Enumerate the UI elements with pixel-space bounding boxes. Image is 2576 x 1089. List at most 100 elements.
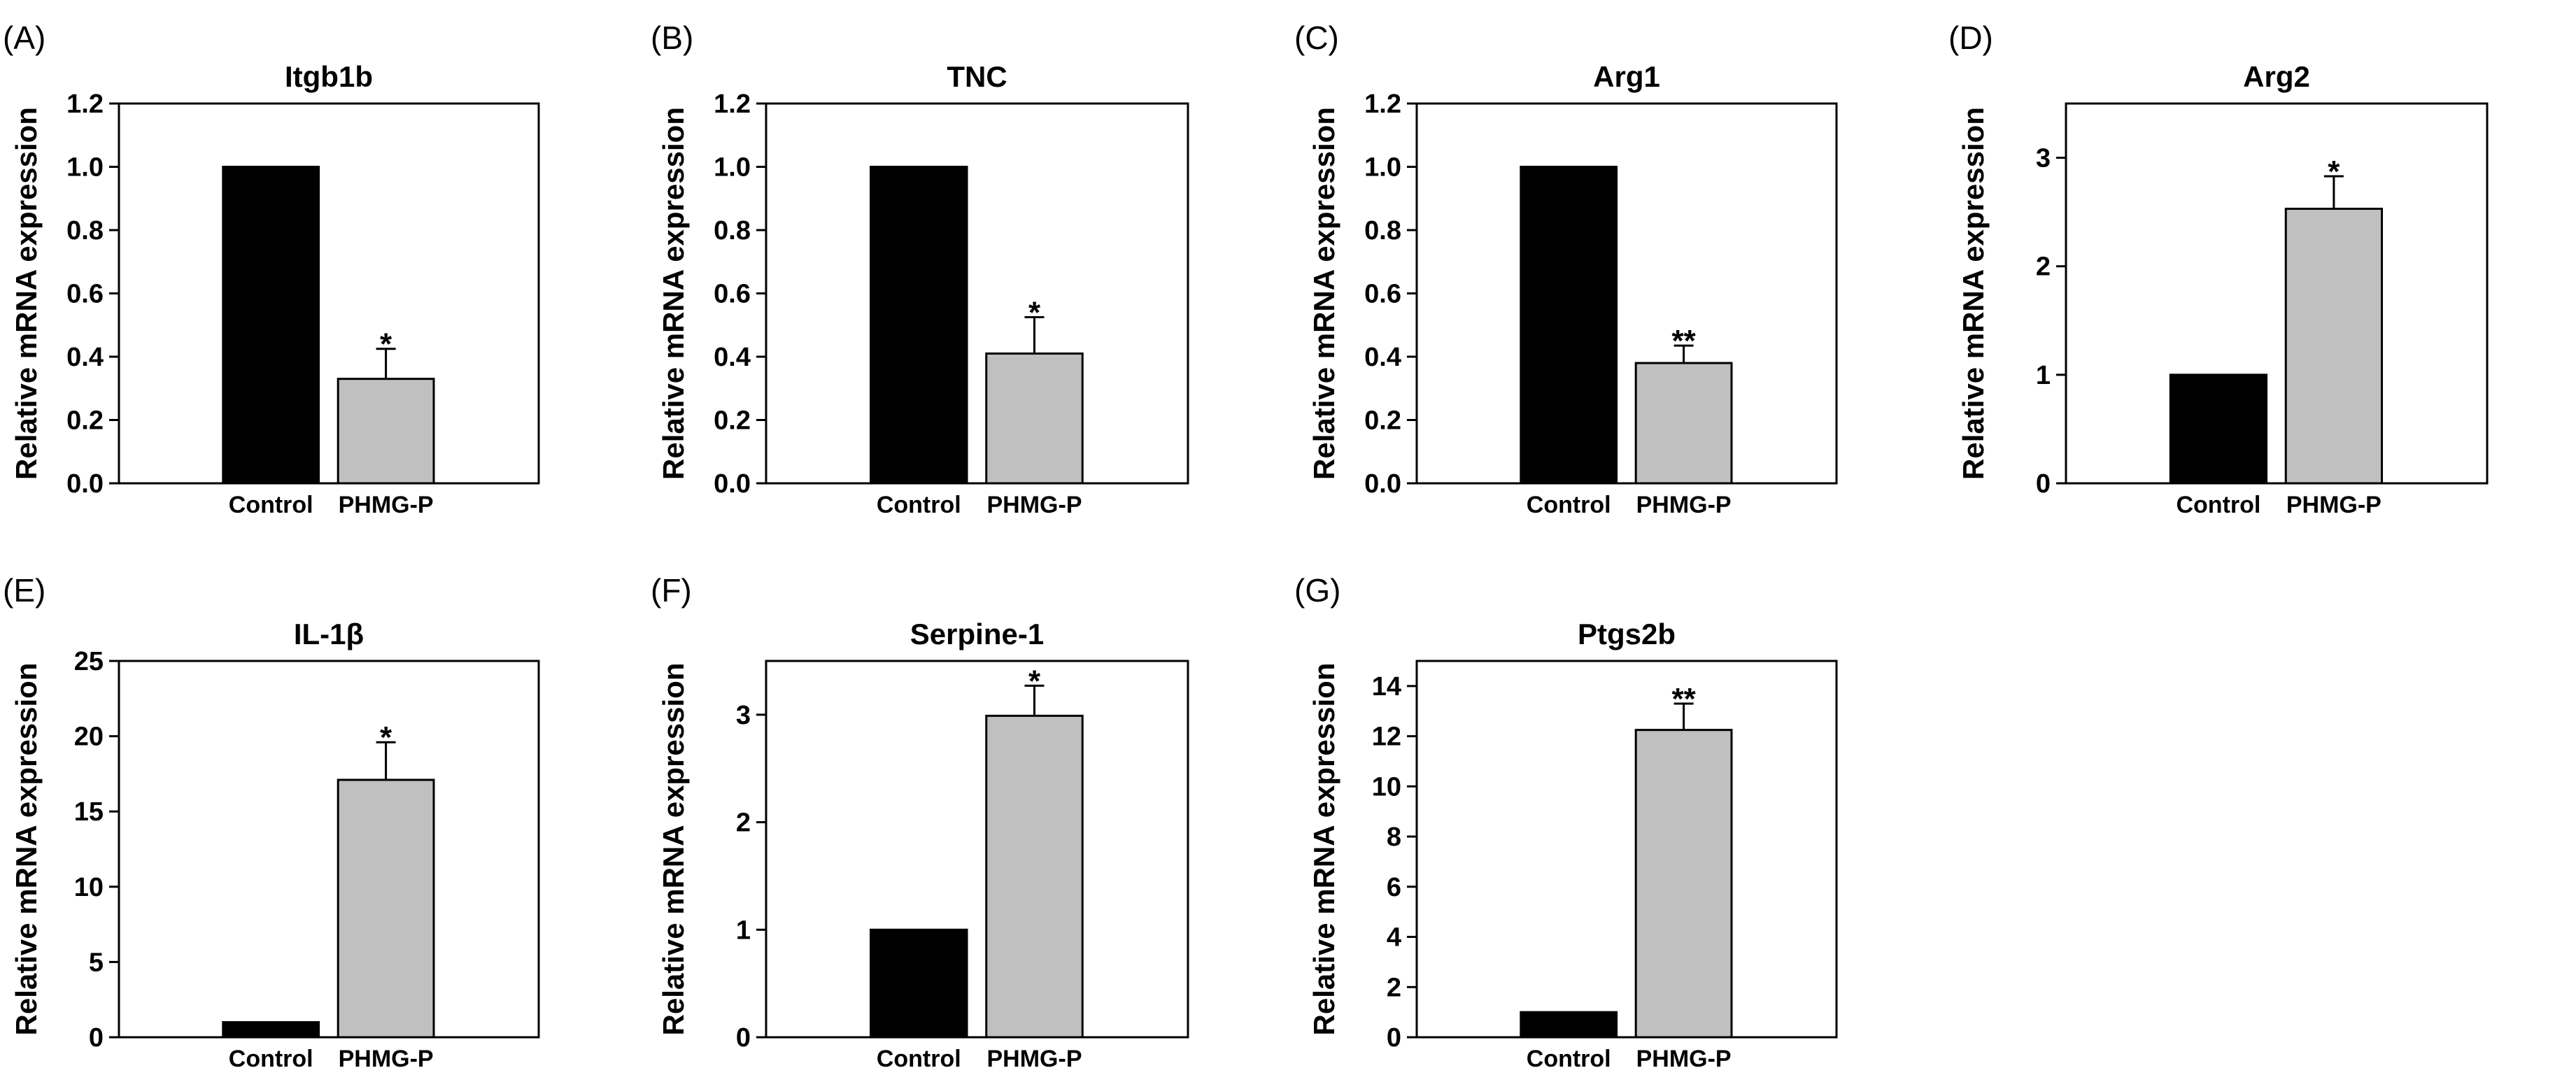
- y-tick-label: 1.2: [66, 90, 104, 119]
- y-tick-label: 0.2: [1364, 406, 1401, 436]
- bar-control: [222, 1020, 320, 1039]
- significance-marker: **: [1671, 682, 1696, 716]
- y-axis-label: Relative mRNA expression: [657, 663, 690, 1036]
- category-label: PHMG-P: [339, 492, 434, 518]
- significance-marker: *: [1028, 295, 1041, 329]
- y-tick-label: 0.4: [1364, 343, 1401, 372]
- y-axis-label: Relative mRNA expression: [10, 107, 43, 480]
- y-tick-label: 2: [1387, 973, 1401, 1002]
- y-tick-label: 10: [1372, 772, 1401, 802]
- category-label: PHMG-P: [1636, 492, 1732, 518]
- chart-panel-5: (E) IL-1β 0 5 10 15 20 25 Relative mRNA expressi…: [3, 572, 540, 1072]
- y-tick-label: 1.2: [714, 90, 751, 119]
- bar-control: [1520, 166, 1618, 485]
- y-tick-label: 0: [89, 1023, 104, 1053]
- chart-panel-3: (C) Arg1 0.0 0.2 0.4 0.6 0.8 1.0 1.2 Relative mRN…: [1294, 20, 1838, 518]
- y-tick-label: 0.0: [1364, 469, 1401, 499]
- chart-panel-1: (A) Itgb1b 0.0 0.2 0.4 0.6 0.8 1.0 1.2 Relative m…: [3, 20, 540, 518]
- y-tick-label: 2: [2036, 252, 2051, 282]
- y-tick-label: 0.6: [1364, 280, 1401, 309]
- y-axis-label: Relative mRNA expression: [1308, 107, 1340, 480]
- bar-phmg-p: [337, 378, 435, 485]
- chart-panel-4: (D) Arg2 0 1 2 3 Relative mRNA expression Contr…: [1948, 20, 2489, 518]
- chart-panel-7: (G) Ptgs2b 0 2 4 6 8 10 12 14 Relative mRNA expres…: [1294, 572, 1838, 1072]
- y-tick-label: 0.4: [714, 343, 751, 372]
- plot-frame: [118, 102, 540, 485]
- y-tick-label: 4: [1387, 923, 1401, 953]
- y-tick-label: 0: [2036, 469, 2051, 499]
- chart-panel-6: (F) Serpine-1 0 1 2 3 Relative mRNA expression…: [651, 572, 1189, 1072]
- panel-label: (E): [3, 572, 45, 608]
- y-tick-label: 12: [1372, 723, 1401, 752]
- y-tick-label: 0.8: [1364, 216, 1401, 245]
- category-label: PHMG-P: [339, 1046, 434, 1072]
- category-label: Control: [877, 492, 961, 518]
- y-tick-label: 0.8: [714, 216, 751, 245]
- bar-control: [1520, 1011, 1618, 1039]
- chart-panel-2: (B) TNC 0.0 0.2 0.4 0.6 0.8 1.0 1.2 Relative mRNA…: [651, 20, 1189, 518]
- chart-title: TNC: [947, 60, 1007, 93]
- y-tick-label: 1.0: [714, 153, 751, 183]
- y-tick-label: 2: [736, 809, 751, 838]
- chart-title: Arg2: [2243, 60, 2310, 93]
- significance-marker: *: [2328, 155, 2340, 189]
- y-tick-label: 14: [1372, 672, 1401, 702]
- significance-marker: *: [380, 327, 392, 362]
- y-tick-label: 1: [2036, 361, 2051, 390]
- category-label: Control: [1527, 1046, 1611, 1072]
- significance-marker: *: [1028, 664, 1041, 698]
- y-tick-label: 3: [736, 701, 751, 730]
- plot-frame: [1415, 102, 1838, 485]
- y-tick-label: 10: [74, 873, 104, 902]
- y-tick-label: 0.0: [66, 469, 104, 499]
- plot-frame: [118, 660, 540, 1039]
- plot-frame: [2065, 102, 2489, 485]
- y-axis-label: Relative mRNA expression: [1957, 107, 1990, 480]
- y-tick-label: 0.8: [66, 216, 104, 245]
- y-tick-label: 0.0: [714, 469, 751, 499]
- panel-label: (C): [1294, 20, 1339, 56]
- panel-label: (B): [651, 20, 693, 56]
- bar-phmg-p: [1634, 362, 1733, 485]
- y-tick-label: 1: [736, 916, 751, 945]
- category-label: PHMG-P: [1636, 1046, 1732, 1072]
- y-tick-label: 5: [89, 948, 104, 977]
- chart-title: Arg1: [1593, 60, 1660, 93]
- y-axis-label: Relative mRNA expression: [10, 663, 43, 1036]
- y-axis-label: Relative mRNA expression: [657, 107, 690, 480]
- category-label: PHMG-P: [987, 1046, 1082, 1072]
- category-label: Control: [229, 492, 313, 518]
- category-label: PHMG-P: [987, 492, 1082, 518]
- bar-phmg-p: [1634, 729, 1733, 1039]
- plot-frame: [765, 102, 1189, 485]
- panel-label: (A): [3, 20, 45, 56]
- y-tick-label: 0.6: [66, 280, 104, 309]
- y-tick-label: 0.6: [714, 280, 751, 309]
- plot-frame: [765, 660, 1189, 1039]
- bar-control: [870, 928, 968, 1039]
- chart-title: Serpine-1: [910, 618, 1044, 650]
- y-tick-label: 20: [74, 723, 104, 752]
- y-tick-label: 0.4: [66, 343, 104, 372]
- chart-title: Ptgs2b: [1578, 618, 1676, 650]
- y-tick-label: 0.2: [66, 406, 104, 436]
- y-tick-label: 1.0: [66, 153, 104, 183]
- panel-label: (D): [1948, 20, 1993, 56]
- y-tick-label: 15: [74, 797, 104, 827]
- y-tick-label: 0.2: [714, 406, 751, 436]
- y-tick-label: 1.2: [1364, 90, 1401, 119]
- category-label: Control: [229, 1046, 313, 1072]
- y-tick-label: 8: [1387, 823, 1401, 852]
- category-label: Control: [877, 1046, 961, 1072]
- y-axis-label: Relative mRNA expression: [1308, 663, 1340, 1036]
- y-tick-label: 3: [2036, 144, 2051, 173]
- bar-control: [2169, 373, 2268, 485]
- panel-label: (G): [1294, 572, 1340, 608]
- bar-phmg-p: [337, 778, 435, 1039]
- y-tick-label: 6: [1387, 873, 1401, 902]
- category-label: PHMG-P: [2286, 492, 2382, 518]
- significance-marker: **: [1671, 324, 1696, 358]
- bar-control: [222, 166, 320, 485]
- bar-phmg-p: [2284, 207, 2383, 485]
